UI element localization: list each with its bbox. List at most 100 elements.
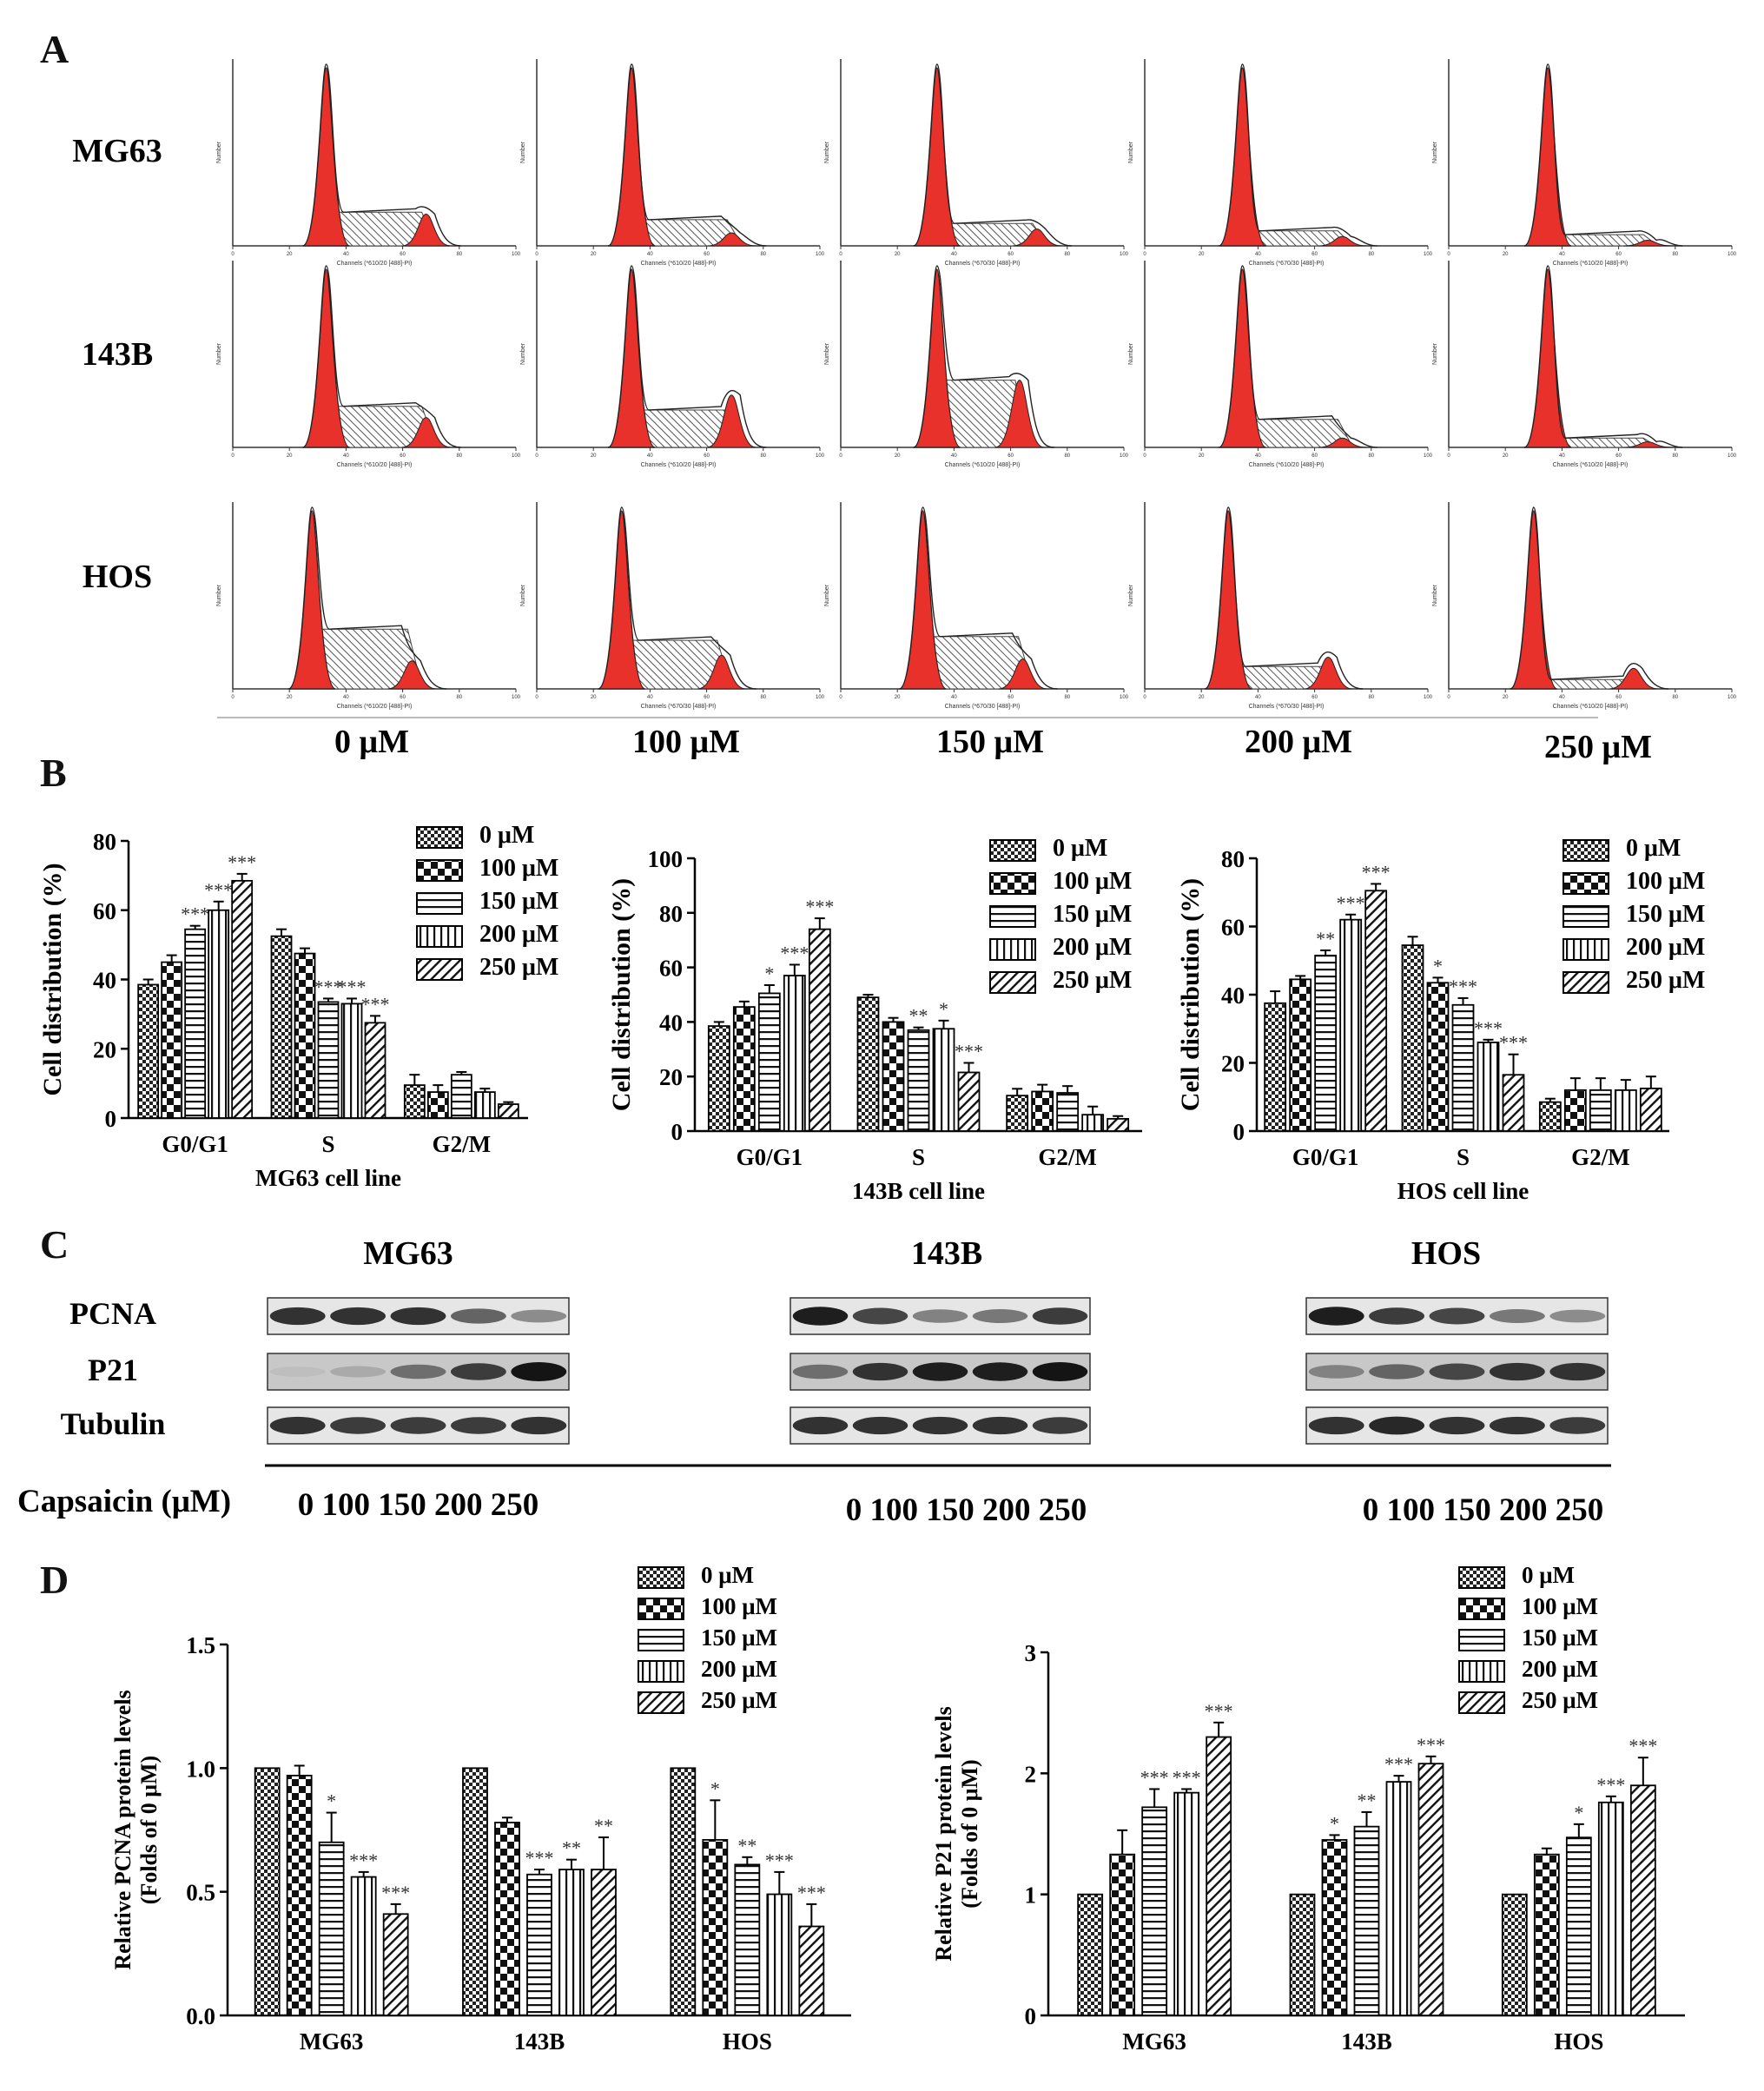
y-tick-label: 40 — [1221, 983, 1245, 1009]
blot-band — [912, 1416, 968, 1435]
legend-swatch — [989, 872, 1036, 895]
hist-g2-peak — [1318, 235, 1367, 247]
hist-g2-peak — [697, 654, 746, 690]
blot-band — [390, 1364, 446, 1380]
bar — [766, 1893, 793, 2016]
y-axis-label-2: (Folds of 0 μM) — [136, 1756, 162, 1904]
histogram-143b-0: 0 20 40 60 80 100 Number Channels (*610/20 [488… — [216, 261, 521, 468]
hist-x-tick-label: 40 — [343, 453, 349, 459]
hist-x-tick-label: 80 — [760, 453, 766, 459]
histogram-hos-0: 0 20 40 60 80 100 Number Channels (*610/20 [488… — [216, 502, 521, 710]
significance-stars: *** — [1629, 1735, 1657, 1757]
legend-label: 150 μM — [1053, 901, 1132, 928]
bar — [1417, 1763, 1444, 2016]
legend-label: 100 μM — [479, 855, 558, 882]
hist-x-tick-label: 100 — [816, 252, 825, 257]
hist-x-tick-label: 100 — [512, 252, 521, 257]
legend-swatch — [416, 826, 463, 849]
legend-label: 250 μM — [701, 1687, 777, 1713]
significance-stars: *** — [314, 976, 343, 997]
hist-x-label: Channels (*610/20 [488]-PI) — [1553, 261, 1629, 267]
significance-stars: * — [764, 963, 774, 984]
y-tick-label: 60 — [1221, 915, 1245, 941]
row-label-hos: HOS — [83, 559, 152, 595]
hist-x-tick-label: 0 — [839, 695, 842, 700]
bar — [450, 1074, 472, 1119]
hist-x-tick-label: 100 — [512, 695, 521, 700]
lane-labels: 0 100 150 200 250 — [1363, 1492, 1604, 1528]
bar — [231, 879, 254, 1119]
significance-stars: *** — [955, 1041, 983, 1062]
y-tick-label: 1.0 — [186, 1756, 215, 1782]
legend-label: 150 μM — [1522, 1624, 1598, 1651]
hist-x-tick-label: 20 — [895, 252, 901, 257]
significance-stars: * — [1433, 955, 1443, 976]
hist-x-tick-label: 60 — [400, 252, 406, 257]
hist-x-tick-label: 60 — [704, 453, 710, 459]
hist-x-tick-label: 60 — [704, 695, 710, 700]
hist-y-label: Number — [216, 141, 222, 163]
legend-swatch — [1458, 1691, 1505, 1714]
significance-stars: ** — [594, 1815, 613, 1836]
significance-stars: *** — [797, 1882, 826, 1903]
hist-x-tick-label: 40 — [1559, 695, 1565, 700]
hist-x-label: Channels (*610/20 [488]-PI) — [1553, 462, 1629, 468]
hist-x-tick-label: 0 — [1143, 252, 1146, 257]
significance-stars: ** — [1316, 928, 1335, 950]
histogram-hos-1: 0 20 40 60 80 100 Number Channels (*670/30 [488… — [520, 502, 825, 710]
treatment-label: Capsaicin (μM) — [17, 1484, 231, 1519]
significance-stars: *** — [181, 903, 209, 925]
blot-band — [511, 1309, 567, 1323]
hist-g1-peak — [1523, 67, 1572, 247]
hist-x-tick-label: 60 — [400, 453, 406, 459]
hist-x-tick-label: 80 — [1672, 695, 1678, 700]
hist-x-tick-label: 100 — [1120, 252, 1129, 257]
hist-x-tick-label: 20 — [287, 252, 293, 257]
legend-swatch — [638, 1691, 684, 1714]
blot-band — [450, 1363, 506, 1380]
hist-x-label: Channels (*610/20 [488]-PI) — [337, 462, 413, 468]
x-tick-label: HOS — [723, 2028, 772, 2055]
chart-d-p21: 0 1 2 3 Relative P21 protein levels (Folds of… — [931, 1562, 1685, 2055]
hist-x-tick-label: 60 — [1311, 695, 1318, 700]
significance-stars: *** — [338, 976, 367, 997]
hist-g1-peak — [1510, 510, 1558, 690]
hist-x-tick-label: 80 — [760, 695, 766, 700]
panel-label-c: C — [40, 1222, 69, 1267]
x-tick-label: S — [1457, 1144, 1470, 1170]
bar — [494, 1822, 520, 2016]
hist-x-tick-label: 60 — [704, 252, 710, 257]
significance-stars: * — [710, 1777, 720, 1799]
hist-y-label: Number — [1432, 141, 1438, 163]
bar — [1401, 944, 1424, 1132]
hist-g2-peak — [1623, 240, 1673, 247]
bar — [1364, 890, 1388, 1132]
hist-x-label: Channels (*670/30 [488]-PI) — [945, 261, 1021, 267]
significance-stars: *** — [1140, 1766, 1169, 1788]
hist-x-tick-label: 40 — [1559, 453, 1565, 459]
legend-label: 0 μM — [479, 822, 534, 849]
blot-band — [269, 1366, 326, 1377]
blot-band — [1308, 1307, 1364, 1326]
blot-band — [1369, 1364, 1425, 1380]
hist-x-label: Channels (*670/30 [488]-PI) — [1249, 704, 1325, 710]
y-tick-label: 40 — [659, 1009, 683, 1036]
bar — [1006, 1095, 1029, 1132]
hist-x-tick-label: 60 — [400, 695, 406, 700]
hist-x-tick-label: 80 — [456, 252, 462, 257]
bar — [1565, 1836, 1592, 2016]
hist-y-label: Number — [824, 342, 830, 365]
hist-x-label: Channels (*610/20 [488]-PI) — [337, 261, 413, 267]
histogram-143b-3: 0 20 40 60 80 100 Number Channels (*610/20 [488… — [1128, 261, 1433, 468]
hist-g1-peak — [1204, 510, 1252, 690]
legend-label: 250 μM — [479, 954, 558, 981]
y-tick-label: 80 — [1221, 846, 1245, 872]
bar — [254, 1767, 281, 2016]
hist-x-tick-label: 100 — [512, 453, 521, 459]
significance-stars: *** — [525, 1847, 554, 1869]
hist-x-tick-label: 40 — [1255, 453, 1261, 459]
bar — [670, 1767, 697, 2016]
legend-label: 0 μM — [1053, 835, 1107, 862]
bar — [270, 935, 293, 1119]
y-tick-label: 3 — [1025, 1640, 1037, 1666]
